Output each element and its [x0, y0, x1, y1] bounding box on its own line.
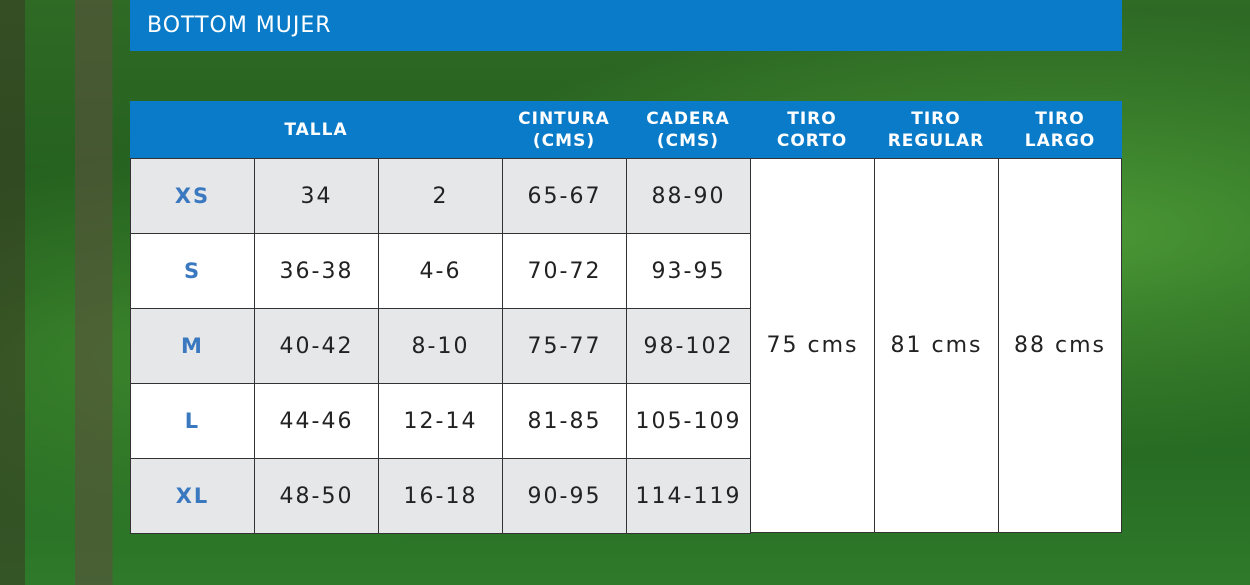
table-cell-cintura: 81-85 [502, 383, 627, 459]
table-cell-talla-eu: 44-46 [254, 383, 379, 459]
tiro-largo-value: 88 cms [998, 158, 1122, 533]
table-cell-cadera: 93-95 [626, 233, 751, 309]
table-cell-talla-eu: 40-42 [254, 308, 379, 384]
table-cell-talla-us: 16-18 [378, 458, 503, 534]
tiro-regular-value: 81 cms [874, 158, 999, 533]
tiro-corto-value: 75 cms [750, 158, 875, 533]
header-tiro-regular: TIRO REGULAR [874, 101, 998, 158]
size-label: L [130, 383, 255, 459]
table-cell-cintura: 70-72 [502, 233, 627, 309]
size-label: XS [130, 158, 255, 234]
header-tiro-largo: TIRO LARGO [998, 101, 1122, 158]
table-cell-cadera: 105-109 [626, 383, 751, 459]
header-tiro-corto: TIRO CORTO [750, 101, 874, 158]
table-cell-talla-eu: 48-50 [254, 458, 379, 534]
table-cell-cintura: 75-77 [502, 308, 627, 384]
table-cell-talla-us: 8-10 [378, 308, 503, 384]
header-cadera: CADERA (CMS) [626, 101, 750, 158]
header-talla: TALLA [130, 101, 502, 158]
table-cell-cintura: 65-67 [502, 158, 627, 234]
table-cell-cintura: 90-95 [502, 458, 627, 534]
table-cell-talla-eu: 34 [254, 158, 379, 234]
size-label: M [130, 308, 255, 384]
chart-title: BOTTOM MUJER [130, 0, 1122, 51]
table-cell-cadera: 114-119 [626, 458, 751, 534]
size-label: S [130, 233, 255, 309]
size-label: XL [130, 458, 255, 534]
table-cell-talla-us: 12-14 [378, 383, 503, 459]
table-cell-talla-eu: 36-38 [254, 233, 379, 309]
header-cintura: CINTURA (CMS) [502, 101, 626, 158]
table-cell-cadera: 98-102 [626, 308, 751, 384]
table-cell-cadera: 88-90 [626, 158, 751, 234]
table-cell-talla-us: 2 [378, 158, 503, 234]
table-cell-talla-us: 4-6 [378, 233, 503, 309]
